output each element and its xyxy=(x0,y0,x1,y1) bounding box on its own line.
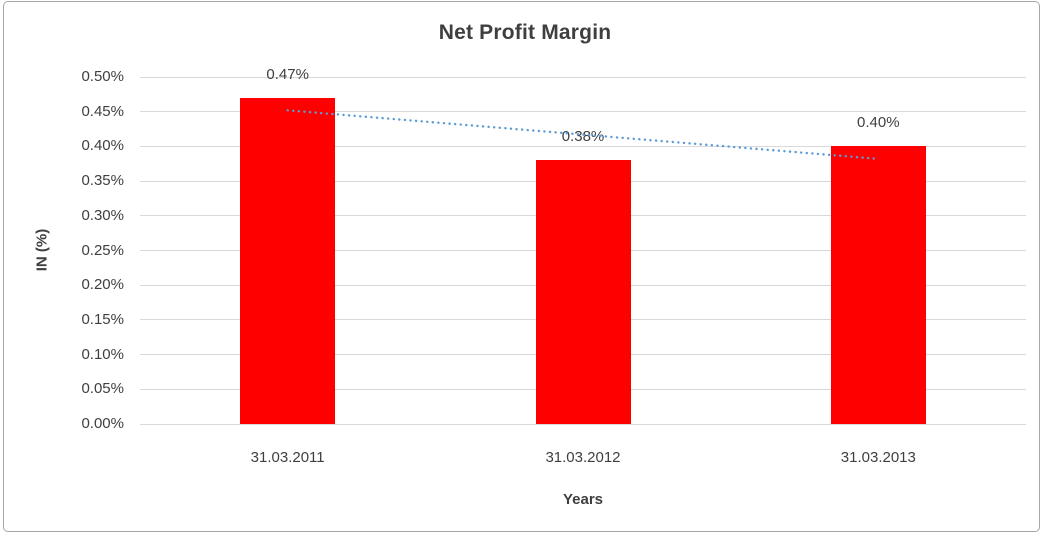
y-tick-label: 0.50% xyxy=(81,68,124,85)
chart-title: Net Profit Margin xyxy=(438,21,612,44)
gridline xyxy=(140,76,1026,78)
y-tick-label: 0.40% xyxy=(81,137,124,155)
y-tick-label: 0.35% xyxy=(81,172,124,190)
category-label: 31.03.2011 xyxy=(250,449,325,466)
y-tick-label: 0.00% xyxy=(81,415,124,432)
data-label: 0.47% xyxy=(266,65,309,83)
gridline xyxy=(140,423,1026,425)
data-label: 0.40% xyxy=(857,114,900,132)
y-tick-label: 0.25% xyxy=(81,241,124,259)
y-tick-label: 0.05% xyxy=(81,380,124,398)
x-axis-title: Years xyxy=(562,491,604,508)
y-tick-label: 0.20% xyxy=(81,276,124,294)
y-tick-label: 0.30% xyxy=(81,206,124,224)
bar xyxy=(240,97,336,424)
bar xyxy=(830,146,926,424)
category-label: 31.03.2013 xyxy=(840,449,916,466)
category-label: 31.03.2012 xyxy=(545,449,621,466)
y-tick-label: 0.10% xyxy=(81,345,124,363)
y-tick-label: 0.45% xyxy=(81,102,124,120)
data-label: 0.38% xyxy=(561,128,605,146)
bar xyxy=(535,160,631,424)
y-tick-label: 0.15% xyxy=(81,310,124,328)
